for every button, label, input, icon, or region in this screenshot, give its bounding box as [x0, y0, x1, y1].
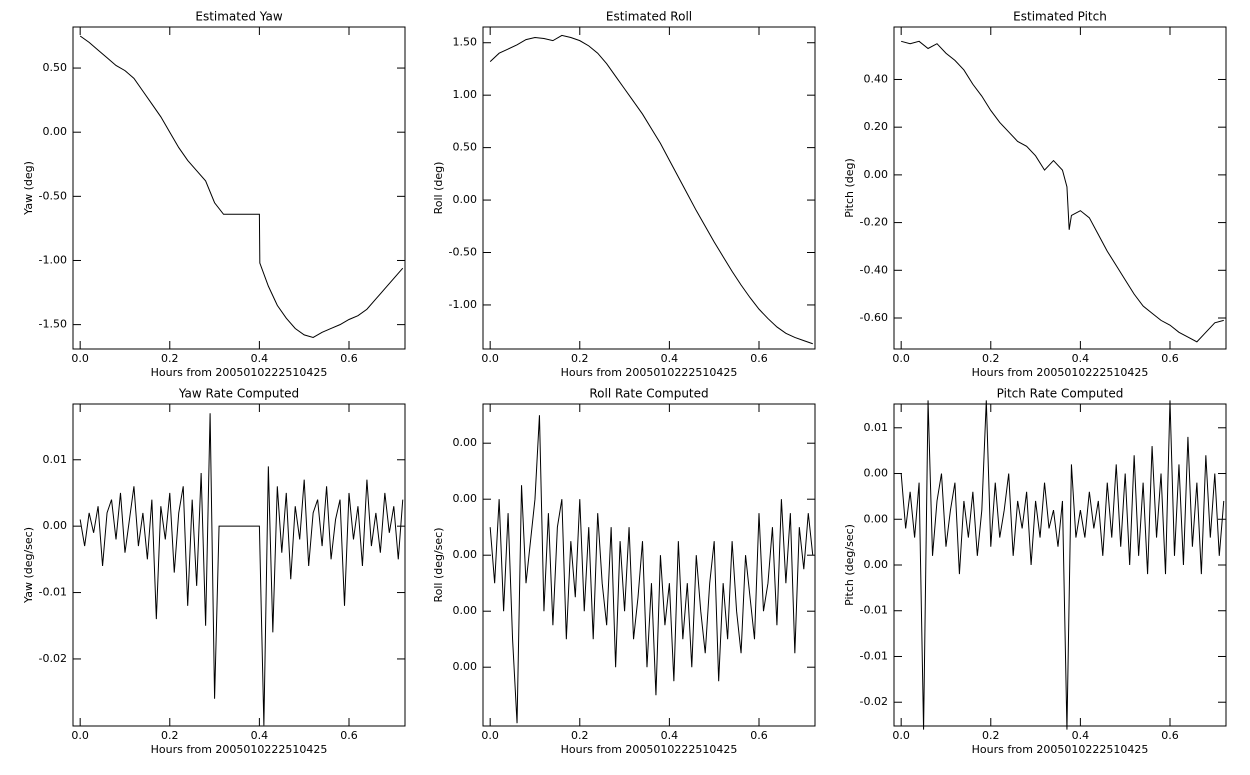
y-tick-label: 0.50 — [453, 141, 478, 154]
x-tick-label: 0.4 — [251, 352, 269, 365]
data-line — [79, 35, 404, 338]
y-axis-label: Roll (deg) — [432, 162, 445, 215]
x-tick-label: 0.0 — [481, 729, 499, 742]
y-tick-label: -0.02 — [860, 695, 888, 708]
y-axis-label: Roll (deg/sec) — [432, 527, 445, 602]
data-line — [900, 400, 1225, 730]
data-line — [79, 413, 404, 726]
x-tick-label: 0.6 — [340, 729, 358, 742]
x-tick-label: 0.2 — [571, 352, 589, 365]
y-tick-label: -1.00 — [39, 253, 67, 266]
x-tick-label: 0.2 — [161, 352, 179, 365]
y-tick-label: -0.40 — [860, 263, 888, 276]
chart-title: Yaw Rate Computed — [178, 387, 299, 401]
x-axis-label: Hours from 2005010222510425 — [561, 366, 738, 379]
x-axis-label: Hours from 2005010222510425 — [151, 743, 328, 756]
y-axis-label: Yaw (deg) — [22, 161, 35, 216]
data-line — [901, 40, 1224, 343]
x-tick-label: 0.6 — [1161, 729, 1179, 742]
y-tick-label: 0.00 — [453, 492, 478, 505]
x-tick-label: 0.0 — [892, 729, 910, 742]
data-line — [489, 34, 813, 345]
x-tick-label: 0.4 — [251, 729, 269, 742]
y-tick-label: 0.00 — [864, 512, 889, 525]
y-tick-label: -0.50 — [39, 189, 67, 202]
plot-frame — [893, 26, 1227, 350]
chart-title: Pitch Rate Computed — [997, 387, 1124, 401]
x-tick-label: 0.0 — [892, 352, 910, 365]
y-tick-label: 0.00 — [864, 467, 889, 480]
data-line — [489, 415, 814, 724]
y-tick-label: 1.50 — [453, 36, 478, 49]
x-tick-label: 0.4 — [1072, 352, 1090, 365]
y-tick-label: 0.00 — [453, 436, 478, 449]
x-tick-label: 0.4 — [661, 352, 679, 365]
y-tick-label: 1.00 — [453, 88, 478, 101]
x-tick-label: 0.2 — [982, 352, 1000, 365]
y-tick-label: -0.20 — [860, 216, 888, 229]
y-tick-label: -0.01 — [860, 604, 888, 617]
y-tick-label: 0.00 — [43, 125, 68, 138]
x-tick-label: 0.6 — [750, 729, 768, 742]
x-axis-label: Hours from 2005010222510425 — [972, 366, 1149, 379]
chart-title: Roll Rate Computed — [589, 387, 708, 401]
x-tick-label: 0.6 — [1161, 352, 1179, 365]
y-axis-label: Pitch (deg/sec) — [843, 524, 856, 606]
x-tick-label: 0.6 — [750, 352, 768, 365]
x-tick-label: 0.0 — [71, 352, 89, 365]
chart-title: Estimated Roll — [606, 10, 692, 24]
y-tick-label: 0.01 — [43, 453, 68, 466]
y-tick-label: -0.01 — [860, 649, 888, 662]
y-axis-label: Pitch (deg) — [843, 158, 856, 218]
plot-frame — [72, 26, 406, 350]
x-axis-label: Hours from 2005010222510425 — [972, 743, 1149, 756]
x-tick-label: 0.0 — [71, 729, 89, 742]
y-axis-label: Yaw (deg/sec) — [22, 527, 35, 604]
y-tick-label: 0.00 — [864, 558, 889, 571]
y-tick-label: -0.01 — [39, 586, 67, 599]
y-tick-label: 0.40 — [864, 72, 889, 85]
y-tick-label: 0.50 — [43, 61, 68, 74]
plot-frame — [72, 403, 406, 727]
y-tick-label: 0.00 — [453, 193, 478, 206]
y-tick-label: 0.00 — [453, 548, 478, 561]
y-tick-label: -0.60 — [860, 311, 888, 324]
x-tick-label: 0.2 — [571, 729, 589, 742]
x-tick-label: 0.4 — [1072, 729, 1090, 742]
chart-title: Estimated Yaw — [195, 10, 282, 24]
plot-frame — [482, 403, 816, 727]
y-tick-label: -0.50 — [449, 246, 477, 259]
plot-frame — [482, 26, 816, 350]
x-tick-label: 0.4 — [661, 729, 679, 742]
x-axis-label: Hours from 2005010222510425 — [151, 366, 328, 379]
chart-title: Estimated Pitch — [1013, 10, 1107, 24]
x-tick-label: 0.2 — [161, 729, 179, 742]
x-tick-label: 0.2 — [982, 729, 1000, 742]
y-tick-label: 0.00 — [43, 519, 68, 532]
x-axis-label: Hours from 2005010222510425 — [561, 743, 738, 756]
plot-frame — [893, 403, 1227, 727]
x-tick-label: 0.0 — [481, 352, 499, 365]
y-tick-label: -0.02 — [39, 652, 67, 665]
y-tick-label: 0.20 — [864, 120, 889, 133]
y-tick-label: 0.01 — [864, 421, 889, 434]
y-tick-label: 0.00 — [864, 168, 889, 181]
x-tick-label: 0.6 — [340, 352, 358, 365]
y-tick-label: -1.00 — [449, 298, 477, 311]
y-tick-label: 0.00 — [453, 604, 478, 617]
y-tick-label: -1.50 — [39, 318, 67, 331]
y-tick-label: 0.00 — [453, 660, 478, 673]
